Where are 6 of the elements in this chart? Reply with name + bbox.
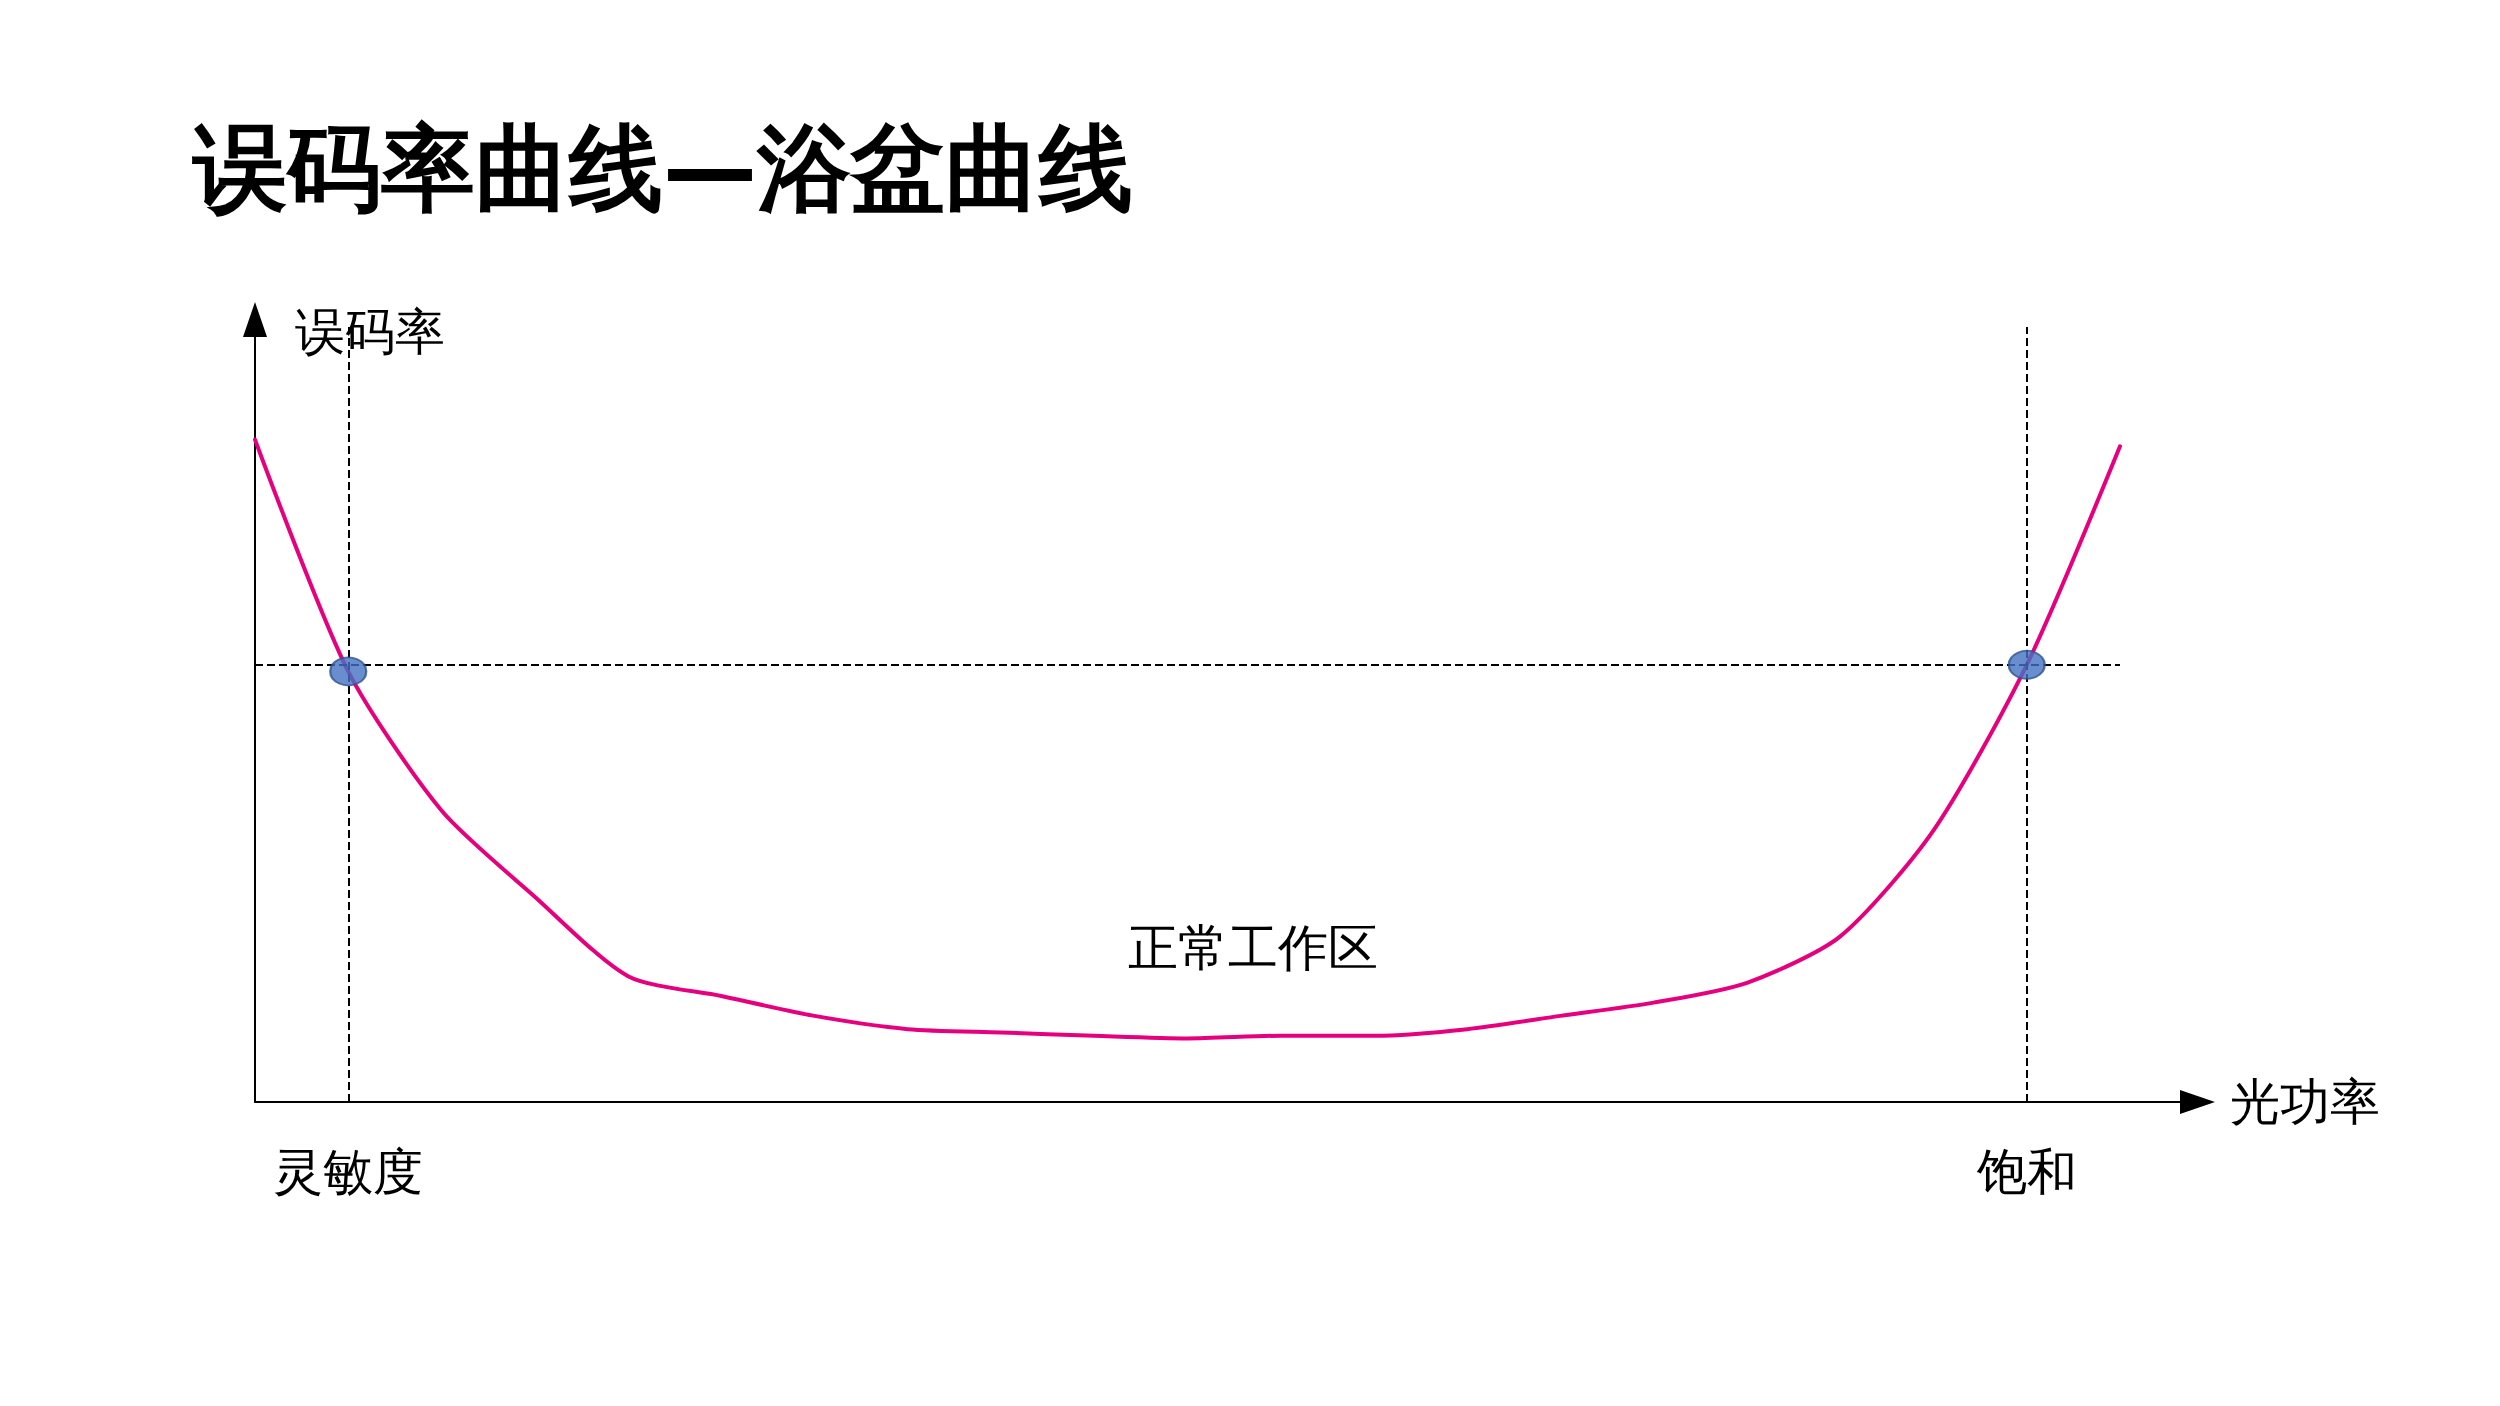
x-tick-label: 灵敏度 xyxy=(273,1143,424,1201)
x-tick-label: 饱和 xyxy=(1975,1143,2077,1201)
x-axis-title: 光功率 xyxy=(2230,1073,2380,1131)
annotation: 正常工作区 xyxy=(1128,919,1378,977)
chart-title: 误码率曲线—浴盆曲线 xyxy=(191,113,1133,223)
y-axis-title: 误码率 xyxy=(295,303,445,361)
